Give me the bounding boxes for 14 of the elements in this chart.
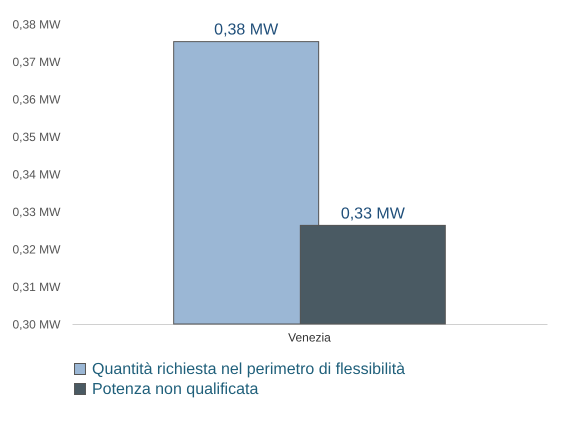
y-tick-label: 0,32 MW: [12, 242, 62, 256]
y-tick-label: 0,36 MW: [12, 92, 62, 106]
y-tick-label: 0,37 MW: [12, 55, 62, 69]
y-tick-label: 0,38 MW: [12, 18, 62, 32]
data-label: 0,33 MW: [340, 205, 406, 222]
y-tick-label: 0,35 MW: [12, 130, 62, 144]
y-tick-label: 0,30 MW: [12, 318, 62, 332]
legend-label: Quantità richiesta nel perimetro di flessibilità: [92, 361, 406, 378]
data-label: 0,38 MW: [214, 22, 280, 39]
legend-label: Potenza non qualificata: [92, 381, 258, 398]
y-tick-label: 0,31 MW: [12, 280, 62, 294]
y-tick-label: 0,34 MW: [12, 168, 62, 182]
y-tick-label: 0,33 MW: [12, 205, 62, 219]
x-tick-label: Venezia: [288, 330, 332, 344]
